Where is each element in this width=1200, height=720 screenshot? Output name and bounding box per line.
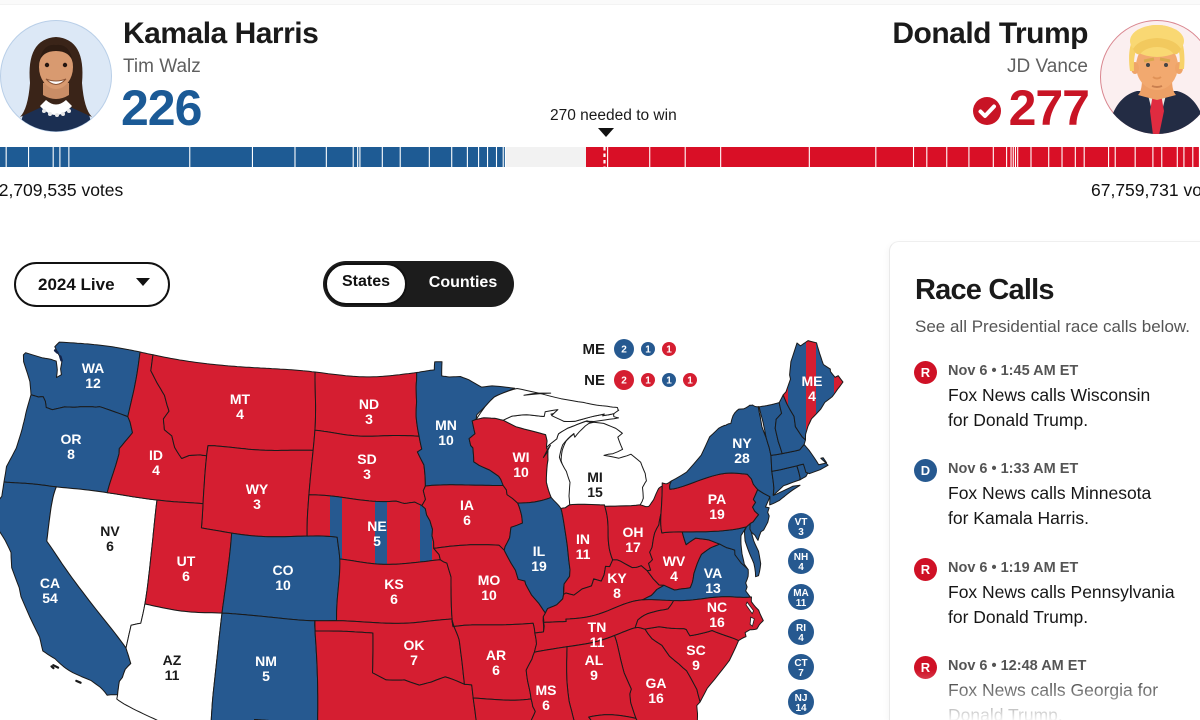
svg-text:NM: NM	[255, 653, 277, 669]
svg-text:4: 4	[808, 388, 816, 404]
svg-text:SD: SD	[357, 451, 376, 467]
svg-text:UT: UT	[177, 553, 196, 569]
svg-text:VT: VT	[795, 517, 808, 528]
svg-text:VA: VA	[704, 565, 722, 581]
svg-text:11: 11	[165, 667, 180, 683]
svg-text:8: 8	[613, 585, 621, 601]
svg-text:15: 15	[587, 484, 603, 500]
svg-text:4: 4	[152, 462, 160, 478]
svg-text:NY: NY	[732, 435, 752, 451]
svg-text:CA: CA	[40, 575, 60, 591]
svg-text:54: 54	[42, 590, 58, 606]
svg-text:2: 2	[621, 345, 627, 356]
svg-text:1: 1	[666, 376, 672, 387]
svg-text:NE: NE	[367, 518, 386, 534]
svg-text:GA: GA	[646, 675, 667, 691]
svg-text:KS: KS	[384, 576, 403, 592]
svg-text:12: 12	[85, 375, 101, 391]
svg-text:WA: WA	[82, 360, 105, 376]
svg-text:ME: ME	[583, 341, 606, 358]
svg-text:MI: MI	[587, 469, 603, 485]
svg-text:IA: IA	[460, 497, 474, 513]
svg-text:OK: OK	[404, 637, 425, 653]
svg-text:WY: WY	[246, 481, 269, 497]
svg-text:MN: MN	[435, 417, 457, 433]
svg-text:WI: WI	[512, 449, 529, 465]
svg-text:11: 11	[576, 546, 591, 562]
svg-text:PA: PA	[708, 491, 726, 507]
svg-text:6: 6	[463, 512, 471, 528]
svg-text:AR: AR	[486, 647, 506, 663]
svg-text:MT: MT	[230, 391, 251, 407]
svg-text:6: 6	[182, 568, 190, 584]
svg-text:13: 13	[705, 580, 721, 596]
svg-text:4: 4	[670, 568, 678, 584]
svg-text:ME: ME	[802, 373, 823, 389]
svg-text:IL: IL	[533, 543, 546, 559]
svg-text:MA: MA	[793, 588, 809, 599]
svg-text:6: 6	[542, 697, 550, 713]
svg-text:1: 1	[645, 376, 651, 387]
svg-text:1: 1	[666, 345, 672, 356]
svg-text:CT: CT	[794, 658, 807, 669]
svg-text:CO: CO	[273, 562, 294, 578]
svg-text:NC: NC	[707, 599, 727, 615]
svg-text:TN: TN	[588, 619, 607, 635]
svg-text:5: 5	[262, 668, 270, 684]
svg-text:ND: ND	[359, 396, 379, 412]
svg-text:3: 3	[363, 466, 371, 482]
svg-text:NH: NH	[794, 552, 808, 563]
svg-text:SC: SC	[686, 642, 705, 658]
svg-text:IN: IN	[576, 531, 590, 547]
svg-text:19: 19	[531, 558, 547, 574]
svg-text:NE: NE	[584, 372, 605, 389]
svg-text:10: 10	[438, 432, 454, 448]
svg-text:19: 19	[709, 506, 725, 522]
svg-text:KY: KY	[607, 570, 627, 586]
svg-text:1: 1	[687, 376, 693, 387]
svg-text:16: 16	[709, 614, 725, 630]
svg-text:AZ: AZ	[163, 652, 182, 668]
svg-text:ID: ID	[149, 447, 163, 463]
svg-text:11: 11	[590, 634, 605, 650]
svg-text:NJ: NJ	[795, 693, 808, 704]
svg-text:8: 8	[67, 446, 75, 462]
svg-text:MO: MO	[478, 572, 501, 588]
svg-text:10: 10	[275, 577, 291, 593]
svg-text:4: 4	[798, 633, 804, 644]
svg-text:AL: AL	[585, 652, 604, 668]
svg-text:10: 10	[481, 587, 497, 603]
svg-text:4: 4	[236, 406, 244, 422]
svg-text:5: 5	[373, 533, 381, 549]
svg-text:1: 1	[645, 345, 651, 356]
svg-text:6: 6	[492, 662, 500, 678]
svg-text:WV: WV	[663, 553, 686, 569]
svg-text:NV: NV	[100, 523, 120, 539]
svg-text:28: 28	[734, 450, 750, 466]
svg-text:7: 7	[410, 652, 418, 668]
svg-text:17: 17	[625, 539, 641, 555]
svg-text:11: 11	[796, 598, 807, 609]
svg-text:4: 4	[798, 562, 804, 573]
svg-text:3: 3	[798, 527, 804, 538]
svg-text:OH: OH	[623, 524, 644, 540]
svg-text:3: 3	[365, 411, 373, 427]
svg-text:RI: RI	[796, 623, 806, 634]
svg-text:9: 9	[692, 657, 700, 673]
svg-text:MS: MS	[536, 682, 557, 698]
svg-text:2: 2	[621, 376, 627, 387]
svg-text:16: 16	[648, 690, 664, 706]
svg-text:14: 14	[795, 703, 807, 714]
svg-text:10: 10	[513, 464, 529, 480]
svg-text:7: 7	[798, 668, 804, 679]
svg-text:3: 3	[253, 496, 261, 512]
svg-text:9: 9	[590, 667, 598, 683]
svg-text:6: 6	[390, 591, 398, 607]
svg-text:6: 6	[106, 538, 114, 554]
svg-text:OR: OR	[61, 431, 82, 447]
